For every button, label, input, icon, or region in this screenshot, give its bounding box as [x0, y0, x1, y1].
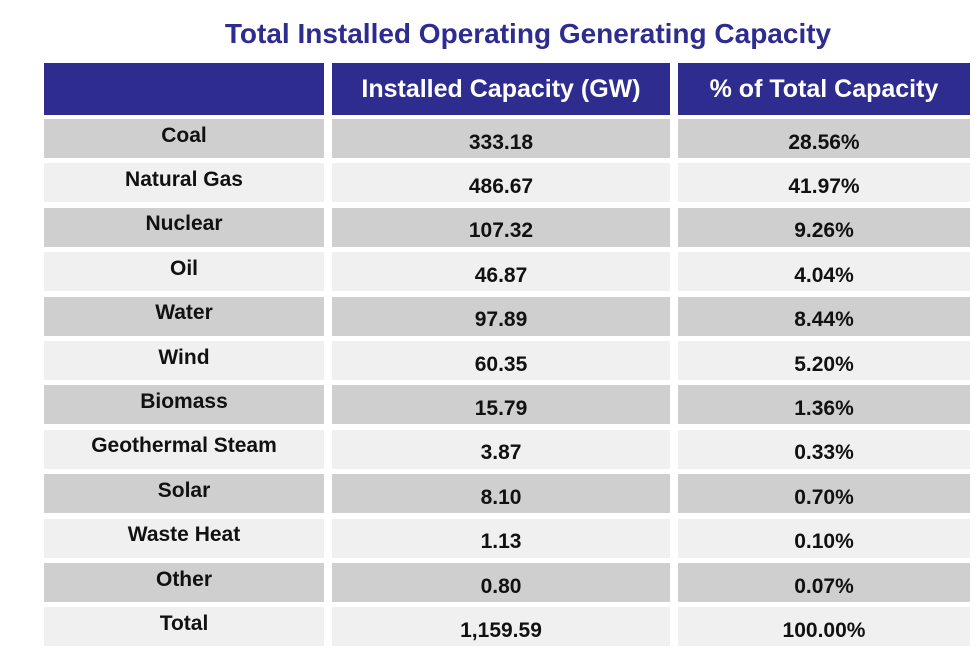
- table-row: Solar 8.10 0.70%: [44, 474, 970, 514]
- row-source-cell: Natural Gas: [44, 163, 324, 203]
- row-source-cell: Nuclear: [44, 207, 324, 247]
- table-row: Other 0.80 0.07%: [44, 563, 970, 602]
- table-row: Geothermal Steam 3.87 0.33%: [44, 429, 970, 469]
- row-source-cell: Total: [44, 607, 324, 647]
- table-row: Natural Gas 486.67 41.97%: [44, 163, 970, 203]
- table-row: Wind 60.35 5.20%: [44, 341, 970, 380]
- row-source-cell: Oil: [44, 252, 324, 292]
- row-source-cell: Waste Heat: [44, 518, 324, 558]
- row-capacity-cell: 1.13: [332, 518, 670, 558]
- row-capacity-cell: 8.10: [332, 474, 670, 514]
- row-capacity-cell: 0.80: [332, 563, 670, 602]
- table-row: Total 1,159.59 100.00%: [44, 607, 970, 647]
- row-source-cell: Geothermal Steam: [44, 429, 324, 469]
- row-capacity-cell: 97.89: [332, 296, 670, 336]
- row-capacity-cell: 1,159.59: [332, 607, 670, 647]
- row-percent-cell: 8.44%: [678, 296, 970, 336]
- row-percent-cell: 0.07%: [678, 563, 970, 602]
- table-header-row: Installed Capacity (GW) % of Total Capac…: [44, 63, 970, 115]
- table-row: Water 97.89 8.44%: [44, 296, 970, 336]
- row-percent-cell: 0.33%: [678, 429, 970, 469]
- row-percent-cell: 9.26%: [678, 207, 970, 247]
- table-row: Oil 46.87 4.04%: [44, 252, 970, 292]
- row-source-cell: Other: [44, 563, 324, 602]
- row-capacity-cell: 15.79: [332, 385, 670, 425]
- table-row: Coal 333.18 28.56%: [44, 119, 970, 158]
- table-row: Biomass 15.79 1.36%: [44, 385, 970, 425]
- row-source-cell: Water: [44, 296, 324, 336]
- row-capacity-cell: 46.87: [332, 252, 670, 292]
- row-percent-cell: 28.56%: [678, 119, 970, 158]
- table-row: Waste Heat 1.13 0.10%: [44, 518, 970, 558]
- row-percent-cell: 1.36%: [678, 385, 970, 425]
- header-cell-percent: % of Total Capacity: [678, 63, 970, 115]
- row-percent-cell: 41.97%: [678, 163, 970, 203]
- row-capacity-cell: 60.35: [332, 341, 670, 380]
- row-capacity-cell: 3.87: [332, 429, 670, 469]
- row-capacity-cell: 486.67: [332, 163, 670, 203]
- row-capacity-cell: 333.18: [332, 119, 670, 158]
- row-percent-cell: 100.00%: [678, 607, 970, 647]
- row-source-cell: Coal: [44, 119, 324, 158]
- header-cell-capacity: Installed Capacity (GW): [332, 63, 670, 115]
- header-cell-source: [44, 63, 324, 115]
- row-capacity-cell: 107.32: [332, 207, 670, 247]
- row-source-cell: Wind: [44, 341, 324, 380]
- row-percent-cell: 4.04%: [678, 252, 970, 292]
- row-percent-cell: 0.10%: [678, 518, 970, 558]
- row-percent-cell: 5.20%: [678, 341, 970, 380]
- row-source-cell: Biomass: [44, 385, 324, 425]
- row-percent-cell: 0.70%: [678, 474, 970, 514]
- table-row: Nuclear 107.32 9.26%: [44, 207, 970, 247]
- table-title: Total Installed Operating Generating Cap…: [224, 18, 832, 49]
- row-source-cell: Solar: [44, 474, 324, 514]
